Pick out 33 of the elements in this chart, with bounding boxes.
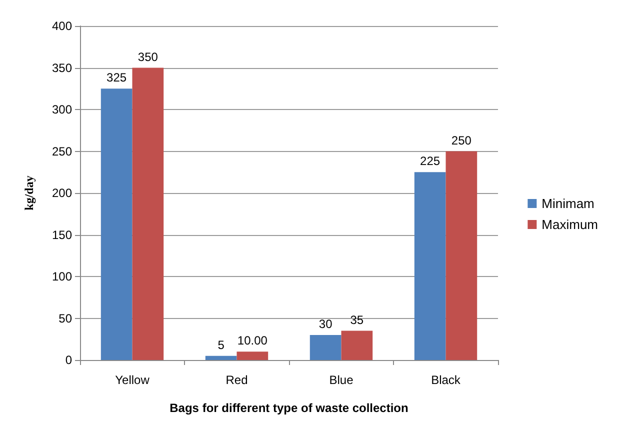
legend-label: Minimam: [542, 196, 594, 211]
bar: [341, 330, 373, 360]
bar: [414, 172, 446, 360]
bar: [310, 334, 342, 360]
bar: [132, 68, 164, 360]
y-tick-label: 50: [58, 311, 72, 326]
y-axis-title: kg/day: [22, 176, 36, 210]
bar: [205, 356, 237, 360]
x-tick-label: Blue: [329, 373, 354, 387]
data-label: 35: [350, 312, 364, 327]
y-tick-label: 300: [52, 102, 72, 116]
data-label: 250: [451, 133, 472, 148]
x-tick-label: Red: [226, 373, 248, 387]
data-label: 5: [218, 338, 225, 352]
data-label: 350: [138, 50, 158, 64]
data-label: 225: [420, 154, 440, 168]
y-tick-label: 200: [52, 186, 72, 200]
y-tick-label: 400: [52, 19, 72, 33]
bar: [100, 88, 132, 360]
data-label: 325: [106, 70, 127, 85]
y-tick-label: 0: [65, 353, 72, 367]
bar: [446, 151, 478, 360]
y-tick-label: 350: [52, 60, 72, 75]
y-tick-label: 100: [52, 270, 72, 284]
data-label: 10.00: [237, 334, 268, 348]
y-tick-label: 250: [52, 144, 72, 158]
bar: [236, 352, 268, 360]
x-axis-title: Bags for different type of waste collection: [170, 401, 408, 415]
data-label: 30: [318, 316, 333, 331]
x-tick-label: Yellow: [115, 373, 150, 387]
y-tick-label: 150: [52, 228, 72, 242]
legend-label: Maximum: [542, 217, 598, 232]
x-tick-label: Black: [431, 373, 462, 387]
